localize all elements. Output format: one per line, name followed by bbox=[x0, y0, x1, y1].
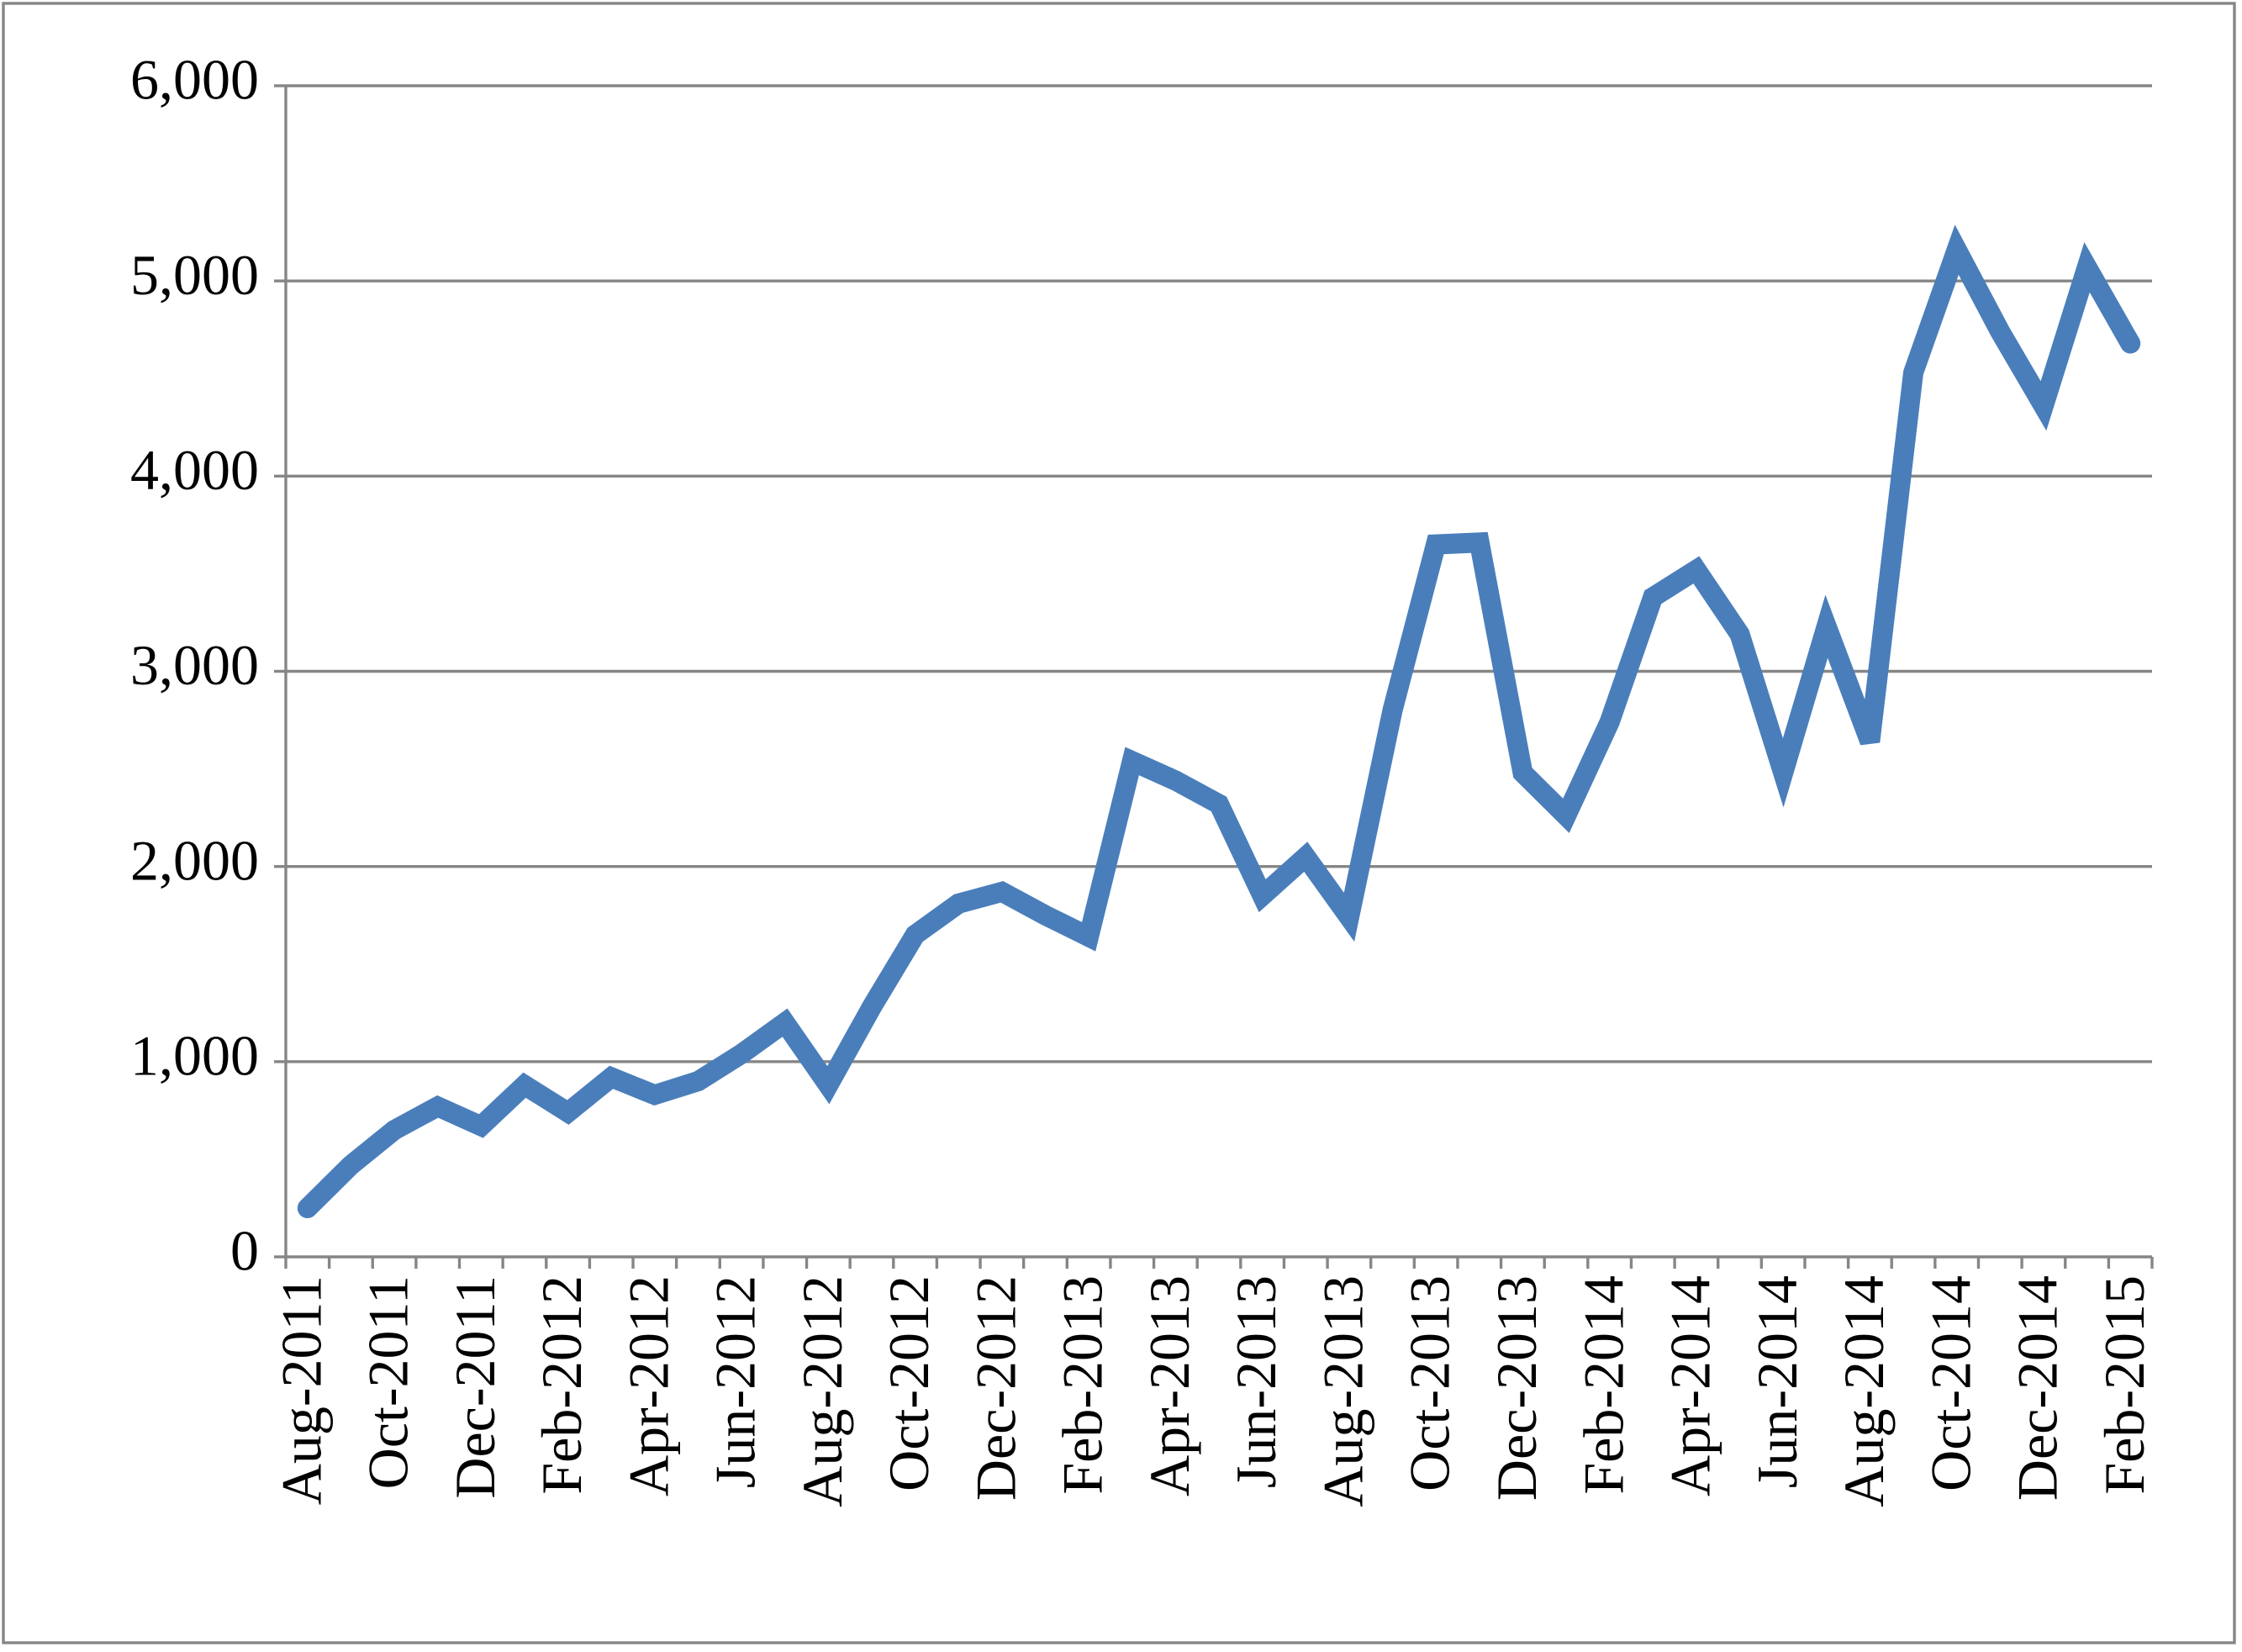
x-tick-label: Dec-2012 bbox=[963, 1275, 1027, 1501]
x-tick-label: Jun-2013 bbox=[1224, 1275, 1288, 1488]
x-tick-label: Oct-2014 bbox=[1918, 1275, 1982, 1491]
x-tick-label: Oct-2013 bbox=[1398, 1275, 1462, 1491]
x-tick-label: Dec-2013 bbox=[1485, 1275, 1548, 1501]
x-tick-label: Apr-2012 bbox=[616, 1275, 680, 1496]
x-tick-label: Dec-2014 bbox=[2006, 1275, 2070, 1501]
x-tick-label: Jun-2014 bbox=[1745, 1275, 1809, 1488]
x-tick-label: Aug-2013 bbox=[1311, 1275, 1374, 1507]
x-tick-label: Aug-2011 bbox=[269, 1275, 333, 1505]
x-tick-label: Feb-2014 bbox=[1571, 1275, 1635, 1495]
x-tick-label: Jun-2012 bbox=[704, 1275, 768, 1488]
x-tick-label: Feb-2013 bbox=[1051, 1275, 1115, 1495]
y-tick-label: 0 bbox=[230, 1219, 259, 1283]
x-tick-label: Aug-2014 bbox=[1832, 1275, 1896, 1507]
y-tick-label: 3,000 bbox=[130, 633, 259, 697]
y-tick-label: 6,000 bbox=[130, 48, 259, 112]
y-tick-label: 5,000 bbox=[130, 243, 259, 307]
data-line bbox=[297, 224, 2141, 1218]
y-tick-label: 2,000 bbox=[130, 828, 259, 892]
x-tick-label: Oct-2012 bbox=[877, 1275, 941, 1491]
x-tick-label: Aug-2012 bbox=[790, 1275, 854, 1507]
y-tick-label: 4,000 bbox=[130, 438, 259, 502]
x-tick-label: Apr-2014 bbox=[1659, 1275, 1722, 1496]
x-tick-label: Dec-2011 bbox=[443, 1275, 507, 1499]
x-tick-label: Feb-2012 bbox=[530, 1275, 593, 1495]
x-tick-label: Feb-2015 bbox=[2092, 1275, 2156, 1495]
x-tick-label: Apr-2013 bbox=[1137, 1275, 1201, 1496]
y-tick-label: 1,000 bbox=[130, 1023, 259, 1087]
x-tick-label: Oct-2011 bbox=[356, 1275, 420, 1489]
